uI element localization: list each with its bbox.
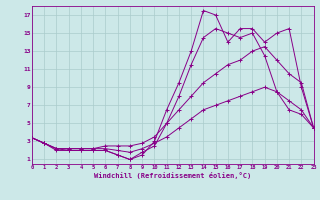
X-axis label: Windchill (Refroidissement éolien,°C): Windchill (Refroidissement éolien,°C) — [94, 172, 252, 179]
